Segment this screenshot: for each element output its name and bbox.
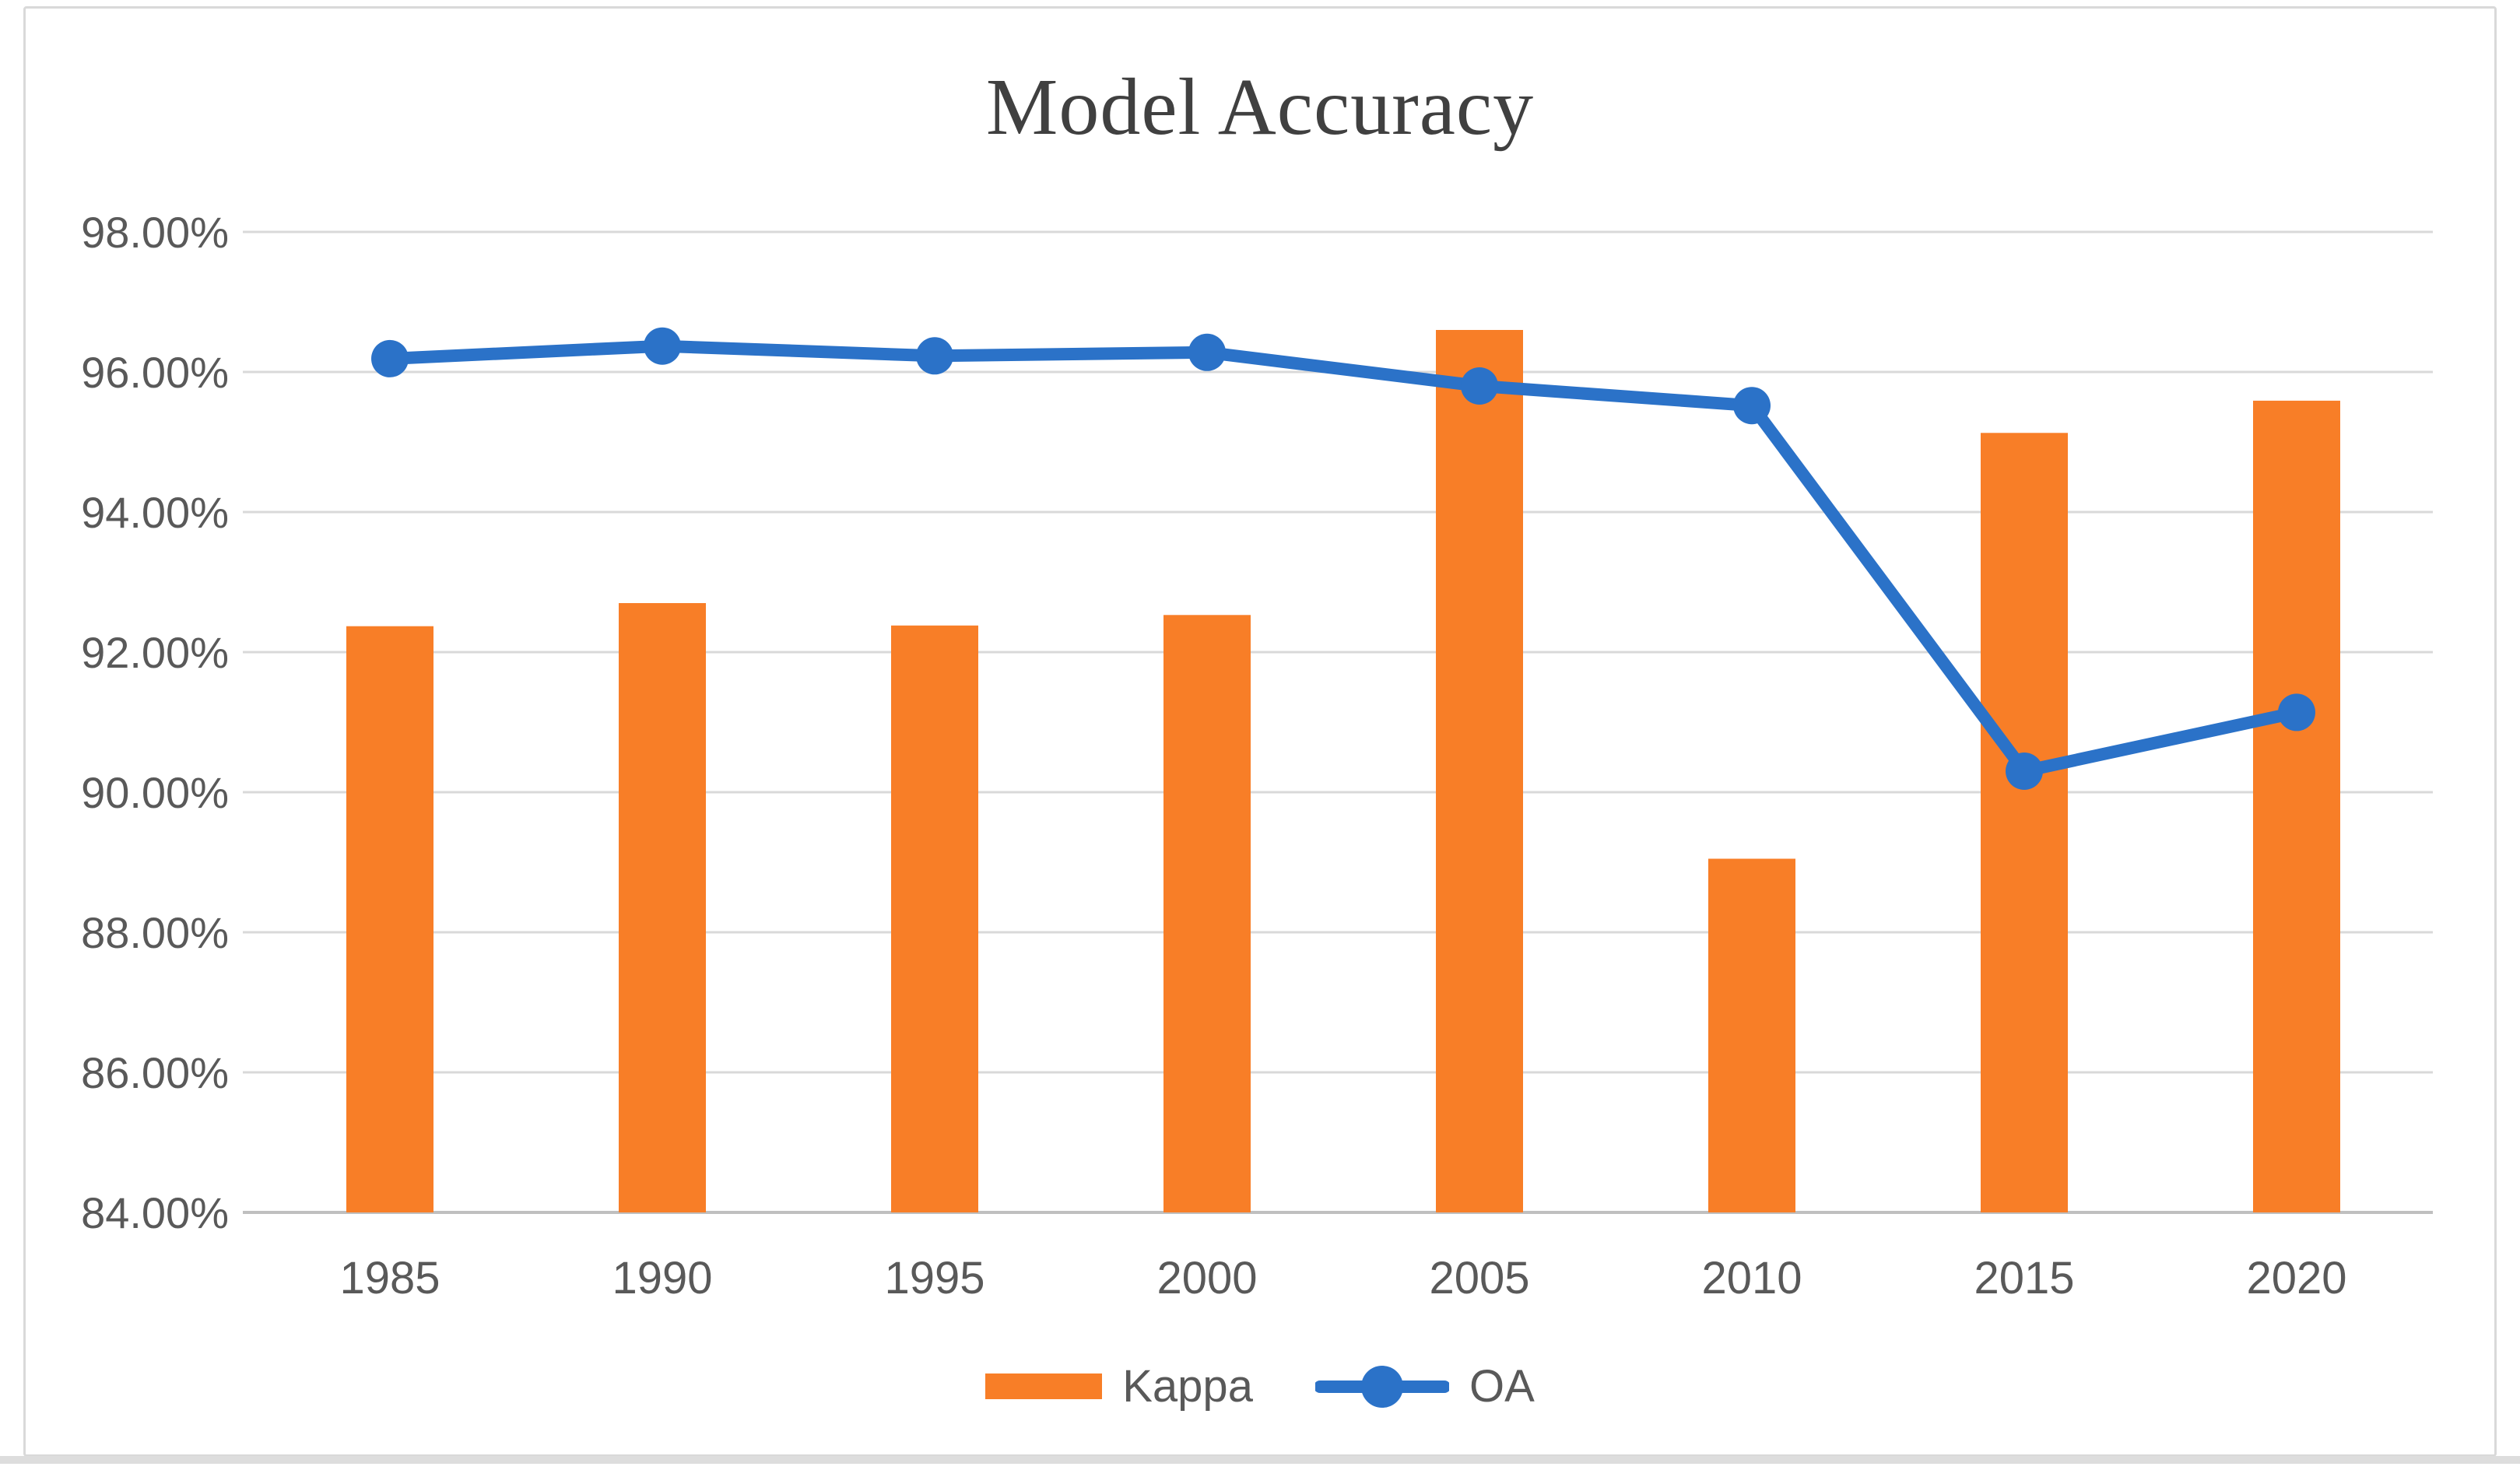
oa-point (2278, 693, 2315, 731)
kappa-bar (1163, 615, 1251, 1212)
y-tick-label: 84.00% (81, 1188, 229, 1237)
oa-point (1188, 333, 1226, 371)
sheet-border (23, 6, 2497, 1457)
x-tick-label: 1990 (612, 1253, 712, 1303)
chart-title: Model Accuracy (985, 62, 1535, 152)
kappa-bar (346, 626, 433, 1212)
sheet-bottom-edge (0, 1456, 2520, 1464)
x-tick-label: 1985 (339, 1253, 440, 1303)
y-tick-label: 98.00% (81, 208, 229, 257)
oa-point (2006, 753, 2043, 790)
y-tick-label: 92.00% (81, 628, 229, 677)
legend: Kappa OA (0, 1360, 2520, 1412)
oa-line-swatch (1314, 1365, 1449, 1408)
x-tick-label: 2010 (1701, 1253, 1802, 1303)
oa-point (1733, 387, 1771, 425)
kappa-bar-swatch (985, 1373, 1103, 1399)
kappa-bar (1436, 330, 1523, 1212)
legend-label-oa: OA (1469, 1361, 1535, 1412)
kappa-bar (2253, 400, 2340, 1212)
kappa-bar (891, 625, 978, 1212)
legend-item-oa: OA (1314, 1360, 1535, 1412)
kappa-bar (1708, 858, 1795, 1212)
oa-point (371, 339, 409, 377)
x-tick-label: 2000 (1156, 1253, 1257, 1303)
x-tick-label: 2005 (1429, 1253, 1529, 1303)
legend-item-kappa: Kappa (985, 1360, 1253, 1412)
y-tick-label: 94.00% (81, 488, 229, 537)
x-tick-label: 1995 (884, 1253, 984, 1303)
legend-label-kappa: Kappa (1122, 1361, 1253, 1412)
y-tick-label: 86.00% (81, 1048, 229, 1097)
x-tick-label: 2015 (1974, 1253, 2074, 1303)
x-tick-label: 2020 (2246, 1253, 2346, 1303)
y-tick-label: 90.00% (81, 768, 229, 817)
y-tick-label: 96.00% (81, 348, 229, 397)
oa-point (644, 327, 681, 365)
oa-point (916, 337, 953, 375)
oa-point (1461, 367, 1498, 405)
kappa-bar (619, 603, 706, 1212)
kappa-bar (1981, 433, 2068, 1212)
y-tick-label: 88.00% (81, 908, 229, 957)
oa-line (384, 339, 2303, 777)
